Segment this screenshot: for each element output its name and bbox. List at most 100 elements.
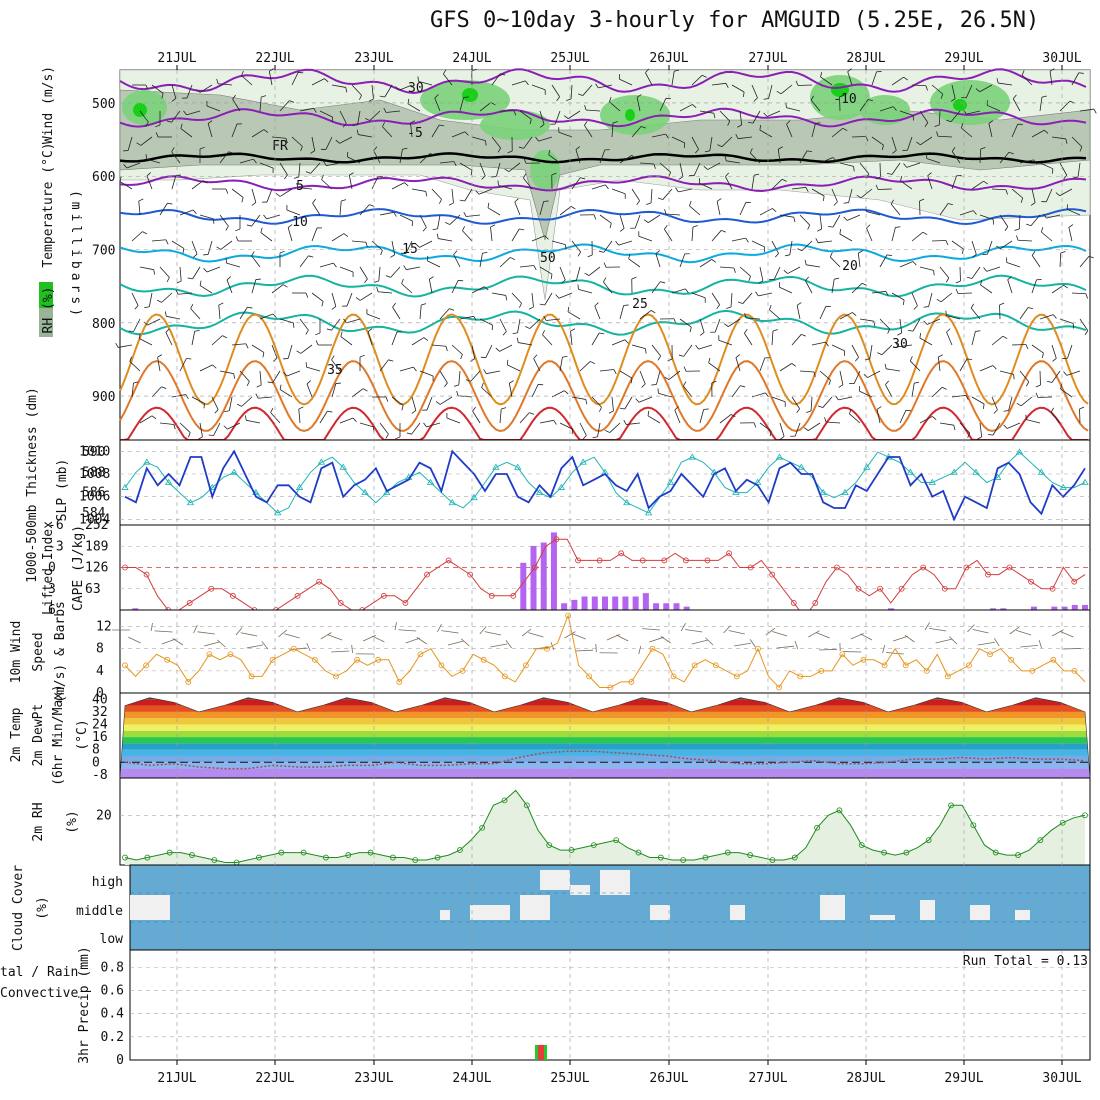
wind-barb: [235, 236, 239, 242]
wind-barb: [516, 337, 519, 343]
wind-barb: [749, 148, 753, 154]
wind-barb: [159, 202, 168, 216]
wind-barb: [946, 331, 953, 346]
wind-barb: [211, 396, 219, 410]
wind-barb: [207, 240, 213, 255]
temp-band: [120, 737, 1090, 744]
wind-barb: [192, 266, 201, 280]
data-point: [776, 684, 782, 691]
wind-barb: [1060, 631, 1074, 638]
wind-barb: [745, 237, 749, 243]
wind-barb: [119, 176, 122, 182]
wind-barb: [742, 292, 753, 304]
data-point: [523, 802, 530, 809]
wind-barb: [893, 635, 908, 642]
data-point: [639, 557, 646, 564]
wind-barb: [725, 176, 733, 190]
wind-barb: [282, 284, 288, 288]
wind-barb: [358, 134, 373, 138]
wind-barb: [379, 359, 389, 372]
wind-barb: [191, 240, 198, 255]
wind-barb: [525, 80, 529, 86]
wind-barb: [639, 162, 654, 165]
wind-barb: [776, 645, 795, 649]
wind-barb: [791, 334, 802, 346]
wind-barb: [266, 188, 273, 203]
wind-barb: [1062, 648, 1081, 650]
wind-barb: [765, 627, 776, 636]
isotherm-line: [119, 68, 1087, 95]
wind-barb: [382, 122, 385, 127]
wind-barb: [1004, 226, 1009, 231]
wind-barb: [698, 344, 713, 350]
wind-barb: [263, 214, 267, 220]
wind-barb: [266, 214, 281, 220]
wind-barb: [287, 344, 293, 359]
wind-barb: [499, 344, 513, 352]
wind-barb: [151, 415, 157, 420]
wind-barb: [685, 288, 689, 294]
wind-barb: [966, 358, 973, 361]
wind-barb: [216, 78, 219, 84]
wind-barb: [739, 110, 743, 125]
wind-barb: [241, 396, 253, 407]
wind-barb: [166, 120, 172, 123]
wind-barb: [386, 110, 401, 113]
rh-label: 30: [408, 81, 424, 96]
wind-barb: [451, 131, 466, 138]
wind-barb: [1020, 396, 1033, 407]
wind-barb: [271, 136, 286, 139]
wind-barb: [786, 107, 801, 112]
wind-barb: [829, 252, 833, 258]
wind-barb: [291, 136, 303, 147]
isotherm-label: -10: [833, 92, 856, 107]
data-point: [985, 571, 991, 578]
data-point: [492, 463, 500, 470]
temp-band: [120, 711, 1090, 719]
wind-barb: [401, 283, 413, 294]
wind-barb: [634, 214, 641, 229]
wind-barb: [419, 240, 433, 248]
wind-barb: [642, 628, 661, 631]
data-point: [274, 509, 282, 516]
data-point: [122, 564, 128, 571]
wind-barb: [203, 268, 208, 273]
wind-barb: [155, 124, 161, 128]
wind-barb: [934, 124, 940, 127]
wind-barb: [571, 396, 586, 400]
wind-barb: [979, 84, 993, 93]
wind-barb: [202, 180, 208, 184]
data-point: [941, 585, 948, 592]
y-tick-label: 6: [48, 603, 56, 618]
wind-barb: [155, 132, 159, 138]
wind-barb: [443, 73, 453, 86]
wind-barb: [218, 83, 233, 86]
wind-barb: [967, 276, 973, 279]
wind-barb: [491, 292, 506, 296]
y-axis-label: (m/s) & Barbs: [53, 601, 68, 703]
wind-barb: [591, 332, 600, 346]
wind-barb: [456, 390, 459, 396]
wind-barb: [961, 248, 964, 254]
wind-barb: [999, 370, 1014, 375]
wind-barb: [631, 188, 640, 201]
wind-barb: [439, 161, 454, 164]
wind-barb: [118, 344, 133, 348]
wind-barb: [197, 436, 203, 440]
wind-barb: [371, 84, 374, 99]
wind-barb: [251, 129, 265, 138]
wind-barb: [470, 370, 481, 382]
wind-barb: [636, 200, 640, 206]
wind-barb: [191, 396, 205, 404]
wind-barb: [497, 147, 501, 153]
wind-barb: [508, 383, 513, 398]
wind-barb: [279, 384, 282, 390]
data-point: [445, 557, 452, 564]
wind-barb: [860, 633, 873, 641]
wind-barb: [1051, 344, 1057, 359]
wind-barb: [1078, 72, 1084, 74]
wind-barb: [609, 96, 612, 102]
wind-barb: [323, 161, 327, 166]
wind-barb: [499, 409, 502, 424]
wind-barb: [1049, 71, 1053, 86]
